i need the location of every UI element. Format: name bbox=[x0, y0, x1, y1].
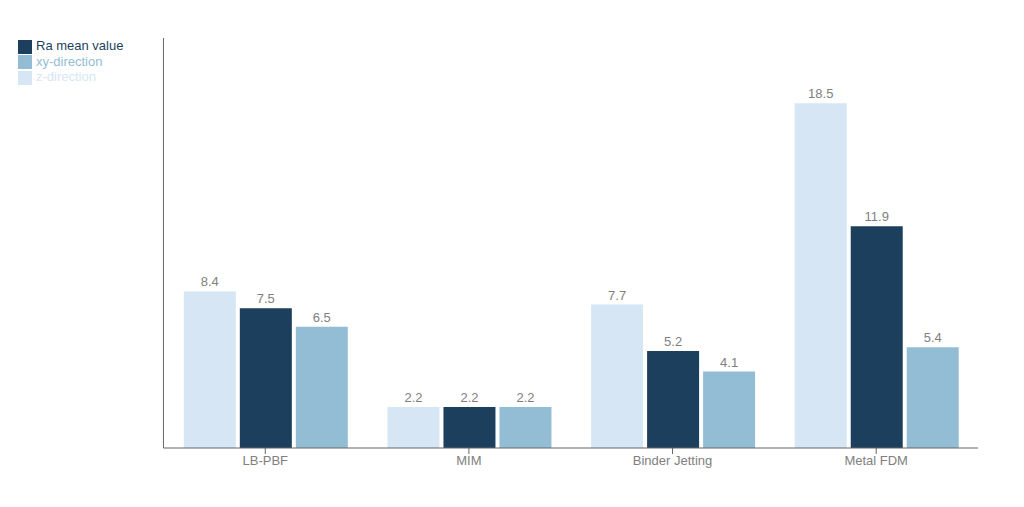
svg-text:8.4: 8.4 bbox=[201, 274, 219, 289]
svg-text:4.1: 4.1 bbox=[720, 355, 738, 370]
svg-text:7.7: 7.7 bbox=[608, 288, 626, 303]
html-text:z-direction: z-direction bbox=[36, 69, 96, 85]
svg-text:6.5: 6.5 bbox=[313, 310, 331, 325]
svg-text:2.2: 2.2 bbox=[404, 390, 422, 405]
svg-text:7.5: 7.5 bbox=[257, 291, 275, 306]
html-text:Ra mean value: Ra mean value bbox=[36, 38, 124, 53]
svg-text:5.2: 5.2 bbox=[664, 334, 682, 349]
svg-text:5.4: 5.4 bbox=[924, 330, 942, 345]
svg-text:Binder Jetting: Binder Jetting bbox=[633, 453, 713, 468]
svg-text:18.5: 18.5 bbox=[808, 86, 833, 101]
svg-text:Metal FDM: Metal FDM bbox=[844, 453, 908, 468]
html-text:xy-direction: xy-direction bbox=[36, 53, 103, 69]
svg-text:11.9: 11.9 bbox=[865, 209, 889, 224]
svg-text:2.2: 2.2 bbox=[516, 390, 534, 405]
svg-text:2.2: 2.2 bbox=[460, 390, 478, 405]
svg-text:MIM: MIM bbox=[456, 453, 481, 468]
svg-text:LB-PBF: LB-PBF bbox=[243, 453, 289, 468]
